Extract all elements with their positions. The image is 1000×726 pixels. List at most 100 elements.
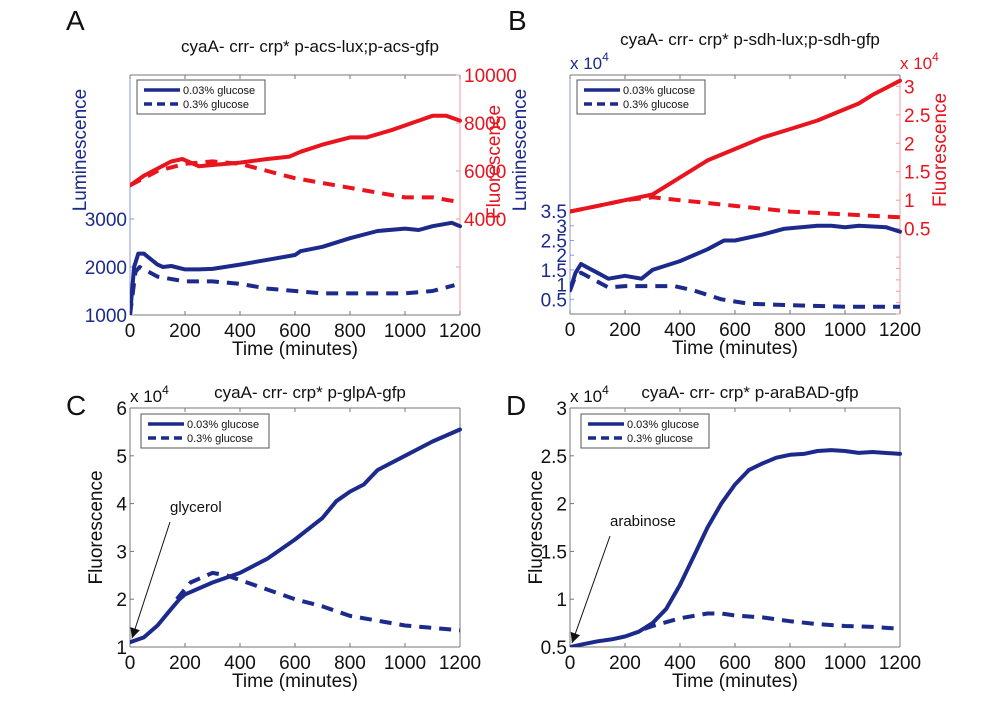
x-axis-label: Time (minutes) [232,671,358,692]
y-tick-label-left: 3000 [85,210,127,231]
x-tick-label: 400 [224,321,256,342]
y-tick-label-left: 3 [556,399,567,420]
legend-entry: 0.3% glucose [187,433,253,445]
x-tick-label: 1200 [439,653,481,674]
x-tick-label: 0 [125,321,136,342]
annotation-label: glycerol [170,499,222,516]
y-tick-label-right: 3 [904,77,915,98]
chart-title: cyaA- crr- crp* p-acs-lux;p-acs-gfp [181,37,439,56]
x-tick-label: 600 [719,653,751,674]
panel-label: A [66,5,85,36]
y-tick-label-left: 1 [116,638,127,659]
panel-label: D [506,390,526,421]
y-tick-label-right: 2 [904,134,915,155]
legend-entry: 0.3% glucose [623,99,689,111]
y-tick-label-right: 4000 [464,210,506,231]
y-tick-label-left: 1.5 [541,542,567,563]
legend-box [576,79,706,115]
x-tick-label: 1000 [384,653,426,674]
series-group [570,448,902,647]
series-line-dashed-left [130,265,456,315]
x-tick-label: 0 [565,320,576,341]
y-tick-label-right: 2.5 [904,106,930,127]
series-line-solid-left [570,223,902,293]
x-tick-label: 400 [664,653,696,674]
legend: 0.03% glucose 0.3% glucose [140,413,270,449]
x-tick-label: 1200 [879,653,921,674]
legend-entry: 0.3% glucose [183,99,249,111]
y-axis-label-left: Fluorescence [86,470,107,584]
y-tick-label-left: 1 [556,590,567,611]
x-tick-label: 800 [774,320,806,341]
y-axis-exponent-left: x 104 [570,50,609,73]
arrowhead-icon [130,627,140,639]
y-tick-label-left: 2.5 [541,447,567,468]
x-axis-label: Time (minutes) [672,338,798,359]
series-group [130,427,462,645]
x-axis-label: Time (minutes) [232,339,358,360]
series-line-dashed-right [570,195,901,220]
x-tick-label: 1000 [384,321,426,342]
series-line-solid-left [570,448,902,647]
x-tick-label: 200 [169,321,201,342]
annotation-arrow-line [571,535,611,644]
series-line-solid-right [130,113,462,188]
x-tick-label: 600 [719,320,751,341]
series-line-dashed-left [570,270,900,309]
y-axis-label-right: Fluorescence [484,105,505,219]
y-axis-exponent-left: x 104 [130,383,169,406]
panel-label: B [508,5,527,36]
series-line-solid-left [130,220,462,315]
x-tick-label: 400 [224,653,256,674]
y-axis-label-left: Luminescence [70,89,91,212]
y-tick-label-left: 2000 [85,258,127,279]
y-tick-label-left: 1 [556,276,567,297]
series-line-dashed-left [175,570,461,633]
x-tick-label: 1000 [824,653,866,674]
annotation-label: arabinose [610,513,676,530]
x-tick-label: 800 [774,653,806,674]
y-axis-exponent-left: x 104 [570,383,609,406]
legend-box [580,413,710,449]
annotation: arabinose [570,513,676,644]
legend: 0.03% glucose 0.3% glucose [576,79,706,115]
legend: 0.03% glucose 0.3% glucose [136,79,266,115]
y-tick-label-left: 2 [116,590,127,611]
y-tick-label-right: 6000 [464,162,506,183]
x-tick-label: 200 [169,653,201,674]
legend-entry: 0.3% glucose [627,433,693,445]
y-axis-label-left: Luminescence [510,89,531,212]
series-line-solid-left [130,427,462,645]
y-tick-label-left: 2.5 [541,232,567,253]
legend: 0.03% glucose 0.3% glucose [580,413,710,449]
legend-box [140,413,270,449]
y-tick-label-left: 2 [556,495,567,516]
y-tick-label-left: 5 [116,447,127,468]
y-tick-label-left: 4 [116,495,127,516]
x-tick-label: 1000 [824,320,866,341]
y-tick-label-right: 8000 [464,114,506,135]
series-line-dashed-left [643,611,901,631]
legend-entry: 0.03% glucose [623,85,695,97]
chart-title: cyaA- crr- crp* p-glpA-gfp [214,383,406,402]
y-tick-label-left: 0.5 [541,638,567,659]
series-group [130,113,462,315]
series-line-dashed-right [130,159,461,205]
chart-title: cyaA- crr- crp* p-araBAD-gfp [641,383,858,402]
x-tick-label: 200 [609,320,641,341]
x-tick-label: 0 [565,653,576,674]
x-tick-label: 1200 [879,320,921,341]
y-axis-exponent-right: x 104 [900,50,939,73]
x-tick-label: 400 [664,320,696,341]
panel-label: C [66,390,86,421]
y-tick-label-left: 3.5 [541,202,567,223]
series-group [570,78,902,309]
y-tick-label-left: 0.5 [541,290,567,311]
chart-title: cyaA- crr- crp* p-sdh-lux;p-sdh-gfp [620,30,880,49]
x-tick-label: 1200 [439,321,481,342]
